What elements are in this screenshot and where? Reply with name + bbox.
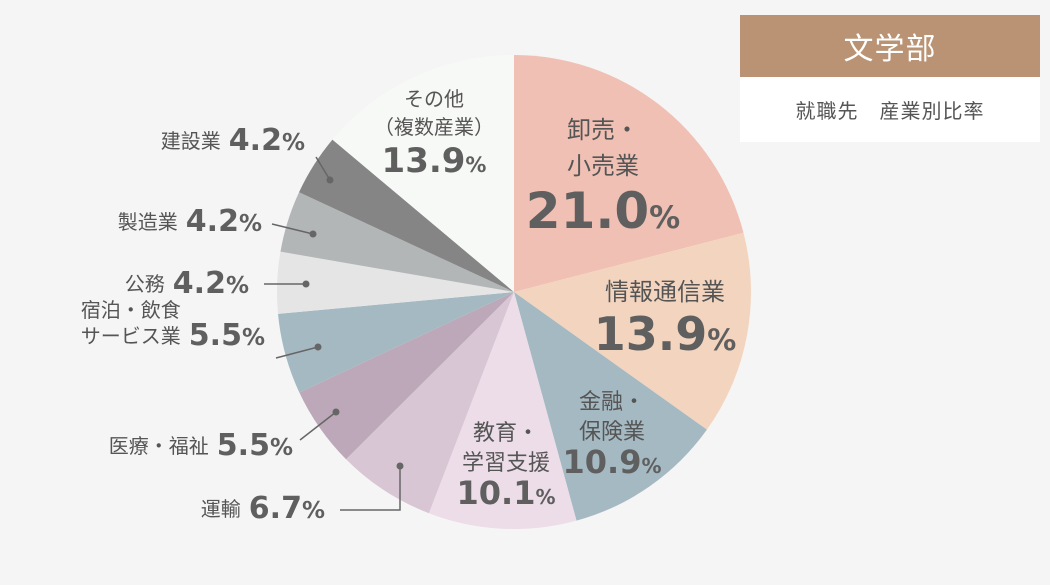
- slice-value-6: 5.5%: [217, 428, 293, 463]
- slice-label-11: その他: [404, 87, 464, 111]
- slice-label-8: 公務: [125, 272, 165, 296]
- leader-line-5: [340, 466, 401, 511]
- leader-dot-10: [326, 176, 334, 184]
- slice-label-10: 建設業: [161, 129, 221, 153]
- pie-slice-7: [278, 292, 514, 393]
- leader-dot-7: [314, 343, 322, 351]
- pie-slice-3: [514, 292, 707, 521]
- slice-value-8: 4.2%: [173, 266, 249, 301]
- pie-slice-8: [277, 251, 514, 314]
- slice-label-3: 金融・: [579, 390, 645, 415]
- pie-slice-6: [299, 292, 514, 460]
- faculty-title: 文学部: [740, 15, 1040, 77]
- chart-subtitle: 就職先 産業別比率: [795, 99, 985, 123]
- slice-value-10: 4.2%: [229, 123, 305, 158]
- pie-slice-5: [346, 292, 514, 514]
- slice-label-1: 小売業: [567, 152, 639, 180]
- pie-slice-2: [514, 232, 752, 430]
- slice-label-5: 運輸: [201, 497, 241, 521]
- slice-label-4: 教育・: [473, 421, 539, 446]
- slice-label-3: 保険業: [579, 420, 645, 445]
- slice-value-2: 13.9%: [594, 307, 737, 361]
- slice-label-6: 医療・福祉: [109, 434, 209, 458]
- leader-line-6: [299, 411, 337, 441]
- slice-label-1: 卸売・: [567, 116, 639, 144]
- leader-line-7: [275, 346, 319, 359]
- leader-dot-6: [332, 408, 340, 416]
- slice-value-5: 6.7%: [249, 491, 325, 526]
- leader-dot-8: [302, 280, 310, 288]
- slice-value-1: 21.0%: [526, 182, 680, 240]
- slice-label-4: 学習支援: [462, 451, 550, 476]
- slice-label-7: 宿泊・飲食: [81, 298, 181, 322]
- leader-line-10: [315, 156, 331, 181]
- slice-label-11: （複数産業）: [374, 115, 494, 139]
- pie-slice-1: [514, 55, 744, 292]
- slice-label-2: 情報通信業: [605, 278, 725, 306]
- slice-value-3: 10.9%: [563, 443, 662, 481]
- slice-value-4: 10.1%: [457, 474, 556, 512]
- leader-dot-9: [309, 230, 317, 238]
- slice-value-7: 5.5%: [189, 318, 265, 353]
- slice-label-7: サービス業: [81, 324, 181, 348]
- slice-label-9: 製造業: [118, 210, 178, 234]
- pie-slice-9: [280, 192, 514, 292]
- leader-line-9: [271, 223, 314, 235]
- pie-slice-10: [299, 139, 514, 292]
- leader-dot-5: [396, 462, 404, 470]
- pie-slice-4: [428, 292, 577, 530]
- slice-value-11: 13.9%: [382, 141, 487, 181]
- pie-slice-11: [332, 54, 514, 292]
- slice-value-9: 4.2%: [186, 204, 262, 239]
- title-box: 文学部 就職先 産業別比率: [740, 15, 1040, 142]
